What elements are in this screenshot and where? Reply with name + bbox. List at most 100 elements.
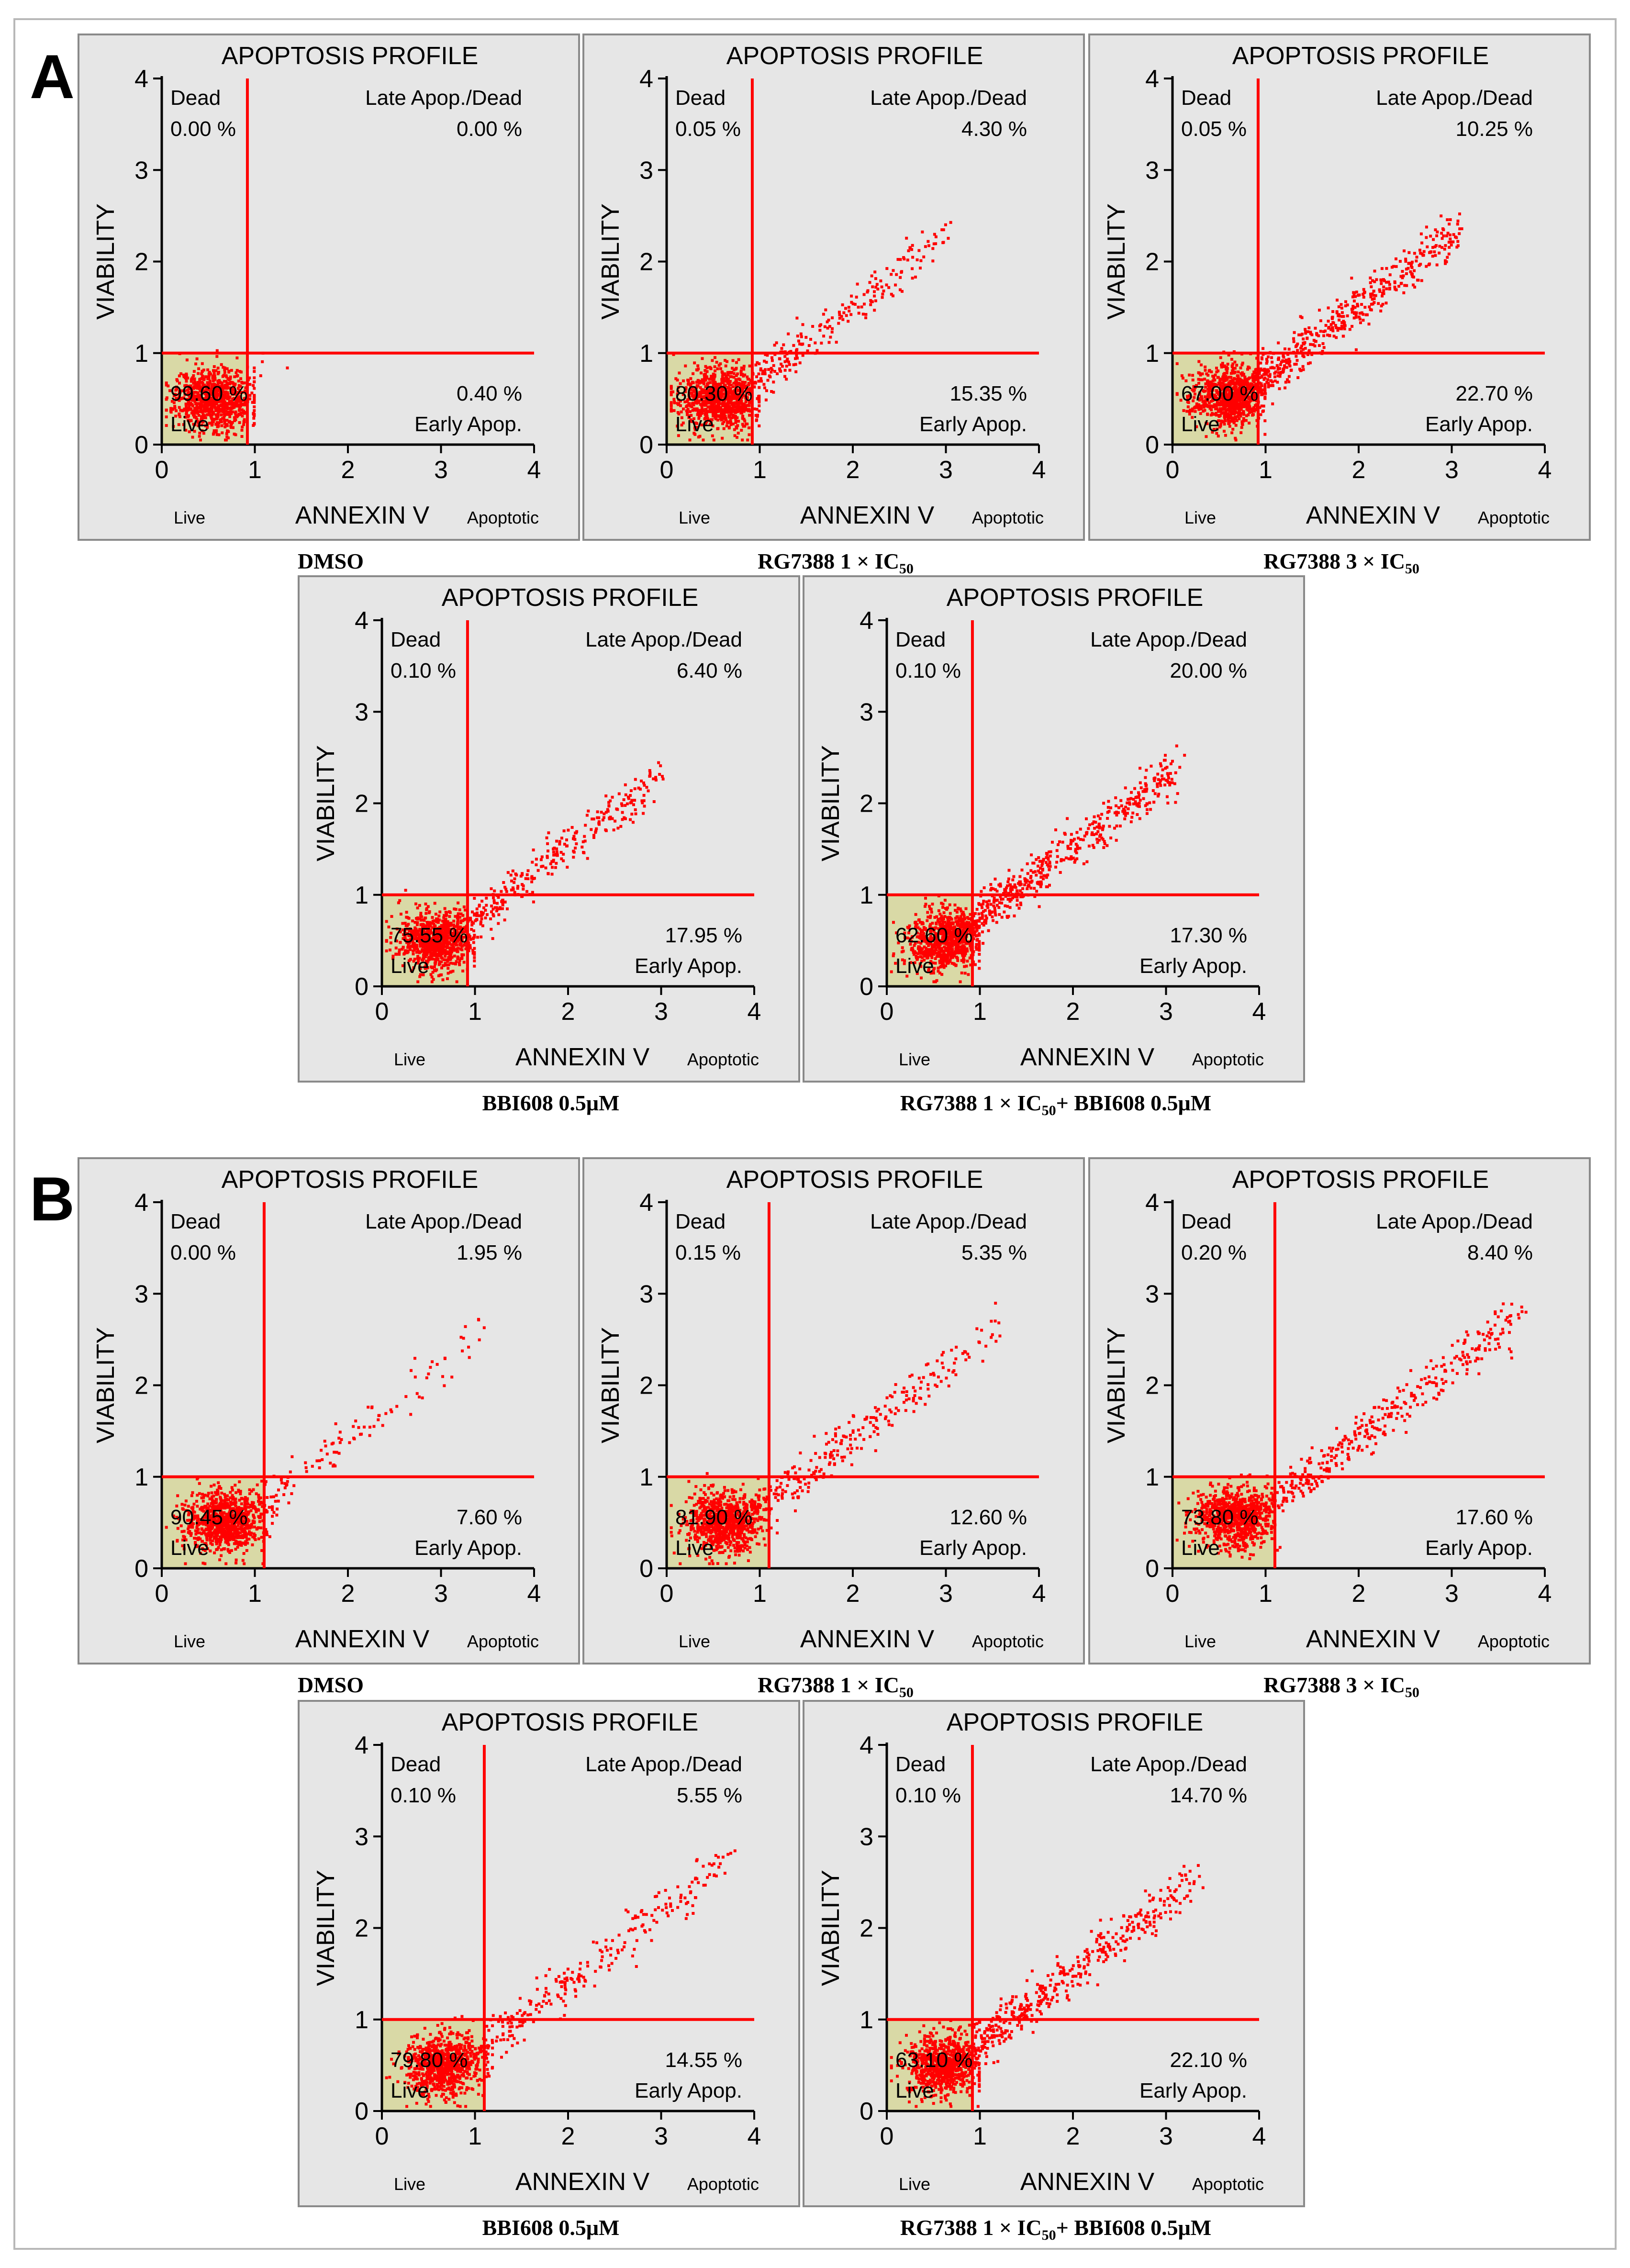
data-point <box>460 948 464 951</box>
data-point <box>826 326 829 330</box>
data-point <box>1204 399 1207 402</box>
data-point <box>1235 387 1238 391</box>
data-point <box>403 928 406 931</box>
data-point <box>595 827 598 830</box>
data-point <box>870 274 873 278</box>
data-point <box>1229 413 1232 416</box>
data-point <box>441 948 445 951</box>
data-point <box>471 937 475 940</box>
data-point <box>218 391 222 394</box>
data-point <box>204 401 208 404</box>
data-point <box>230 423 233 426</box>
x-tick-label: 3 <box>654 998 668 1026</box>
data-point <box>224 405 227 409</box>
data-point <box>711 379 715 382</box>
data-point <box>1251 373 1254 376</box>
data-point <box>1261 358 1263 361</box>
data-point <box>742 417 746 421</box>
data-point <box>1444 259 1447 262</box>
data-point <box>424 924 427 927</box>
data-point <box>1254 392 1258 395</box>
data-point <box>516 884 520 888</box>
data-point <box>1208 387 1212 390</box>
data-point <box>713 365 716 369</box>
data-point <box>223 371 226 374</box>
data-point <box>1449 237 1452 241</box>
data-point <box>934 957 937 960</box>
data-point <box>709 410 713 413</box>
data-point <box>398 951 401 954</box>
data-point <box>415 944 419 947</box>
data-point <box>1209 404 1213 408</box>
x-tick-label: 0 <box>660 456 674 484</box>
data-point <box>934 235 938 238</box>
data-point <box>720 381 724 384</box>
data-point <box>248 397 252 401</box>
data-point <box>165 383 168 387</box>
data-point <box>747 378 750 381</box>
data-point <box>737 358 740 361</box>
data-point <box>1306 362 1310 365</box>
data-point <box>207 376 210 380</box>
late-apop-percent: 6.40 % <box>677 659 742 682</box>
data-point <box>449 921 452 925</box>
chart-title: APOPTOSIS PROFILE <box>947 584 1204 612</box>
data-point <box>226 429 229 433</box>
data-point <box>719 367 722 370</box>
data-point <box>730 413 733 416</box>
data-point <box>940 973 944 976</box>
data-point <box>915 972 919 975</box>
data-point <box>727 401 730 404</box>
data-point <box>413 949 416 952</box>
data-point <box>239 413 242 416</box>
data-point <box>1197 403 1200 406</box>
data-point <box>720 378 724 381</box>
data-point <box>634 812 637 816</box>
data-point <box>1204 382 1207 386</box>
data-point <box>1372 294 1375 297</box>
data-point <box>239 391 242 394</box>
data-point <box>1410 264 1413 268</box>
data-point <box>713 390 716 393</box>
data-point <box>692 386 695 389</box>
data-point <box>715 397 719 400</box>
data-point <box>253 395 256 399</box>
data-point <box>1317 344 1321 347</box>
data-point <box>1324 324 1328 327</box>
data-point <box>201 429 204 433</box>
data-point <box>901 290 904 293</box>
data-point <box>220 383 223 387</box>
data-point <box>253 423 256 426</box>
data-point <box>468 946 471 950</box>
data-point <box>1441 227 1444 230</box>
data-point <box>1191 409 1194 413</box>
data-point <box>674 377 678 380</box>
chart-title: APOPTOSIS PROFILE <box>726 42 983 70</box>
data-point <box>694 389 697 392</box>
data-point <box>1265 358 1268 361</box>
data-point <box>223 385 226 388</box>
data-point <box>682 379 685 382</box>
data-point <box>914 926 917 929</box>
data-point <box>476 911 479 915</box>
data-point <box>449 951 452 954</box>
data-point <box>201 410 203 413</box>
data-point <box>202 390 206 393</box>
data-point <box>670 393 673 396</box>
data-point <box>1273 380 1277 382</box>
data-point <box>526 869 530 872</box>
data-point <box>237 380 240 383</box>
data-point <box>1446 218 1449 222</box>
data-point <box>714 393 717 397</box>
data-point <box>764 353 767 356</box>
data-point <box>535 858 538 861</box>
data-point <box>730 371 734 374</box>
data-point <box>201 370 204 373</box>
data-point <box>772 391 775 394</box>
data-point <box>176 379 179 382</box>
data-point <box>206 426 209 429</box>
data-point <box>1216 376 1219 379</box>
data-point <box>1432 238 1435 241</box>
data-point <box>1242 413 1246 416</box>
data-point <box>413 934 416 937</box>
